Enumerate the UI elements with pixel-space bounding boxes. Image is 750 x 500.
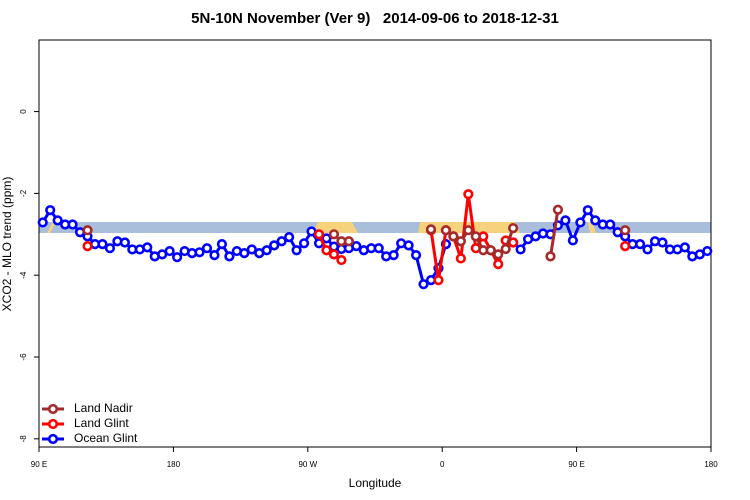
- point: [679, 242, 690, 253]
- x-tick-label: 90 W: [298, 460, 317, 469]
- point: [119, 237, 130, 248]
- series: [82, 204, 631, 262]
- point: [313, 229, 325, 240]
- point: [239, 248, 250, 259]
- point: [104, 243, 116, 254]
- point: [545, 251, 556, 262]
- point: [448, 231, 459, 242]
- point: [552, 220, 564, 231]
- point: [418, 279, 429, 290]
- point: [605, 219, 616, 230]
- point: [440, 225, 452, 236]
- point: [45, 205, 56, 216]
- x-tick-label: 180: [704, 460, 718, 469]
- x-tick-label: 180: [167, 460, 181, 469]
- point: [657, 237, 668, 248]
- point: [194, 247, 205, 258]
- point: [388, 250, 399, 261]
- legend-marker: [47, 418, 59, 430]
- point: [52, 215, 63, 226]
- point: [493, 249, 504, 260]
- point: [343, 236, 354, 247]
- point: [224, 251, 235, 262]
- point: [470, 231, 481, 242]
- x-tick-label: 90 E: [568, 460, 584, 469]
- point: [164, 245, 175, 257]
- y-tick-label: -4: [19, 271, 28, 279]
- y-axis-label: XCO2 - MLO trend (ppm): [0, 177, 14, 312]
- chart-title: 5N-10N November (Ver 9) 2014-09-06 to 20…: [191, 10, 559, 27]
- point: [142, 242, 153, 253]
- point: [172, 252, 183, 263]
- point: [545, 229, 556, 240]
- point: [298, 238, 310, 249]
- point: [508, 237, 519, 248]
- y-tick-label: 0: [19, 109, 28, 114]
- series: [37, 205, 713, 290]
- point: [67, 219, 78, 230]
- point: [201, 243, 213, 254]
- point: [620, 225, 631, 236]
- point: [455, 253, 466, 264]
- legend-marker: [47, 433, 59, 445]
- point: [284, 232, 295, 243]
- point: [336, 254, 347, 266]
- legend-label: Land Glint: [74, 416, 129, 430]
- point: [425, 224, 437, 235]
- point: [321, 245, 332, 256]
- y-tick-label: -6: [19, 353, 28, 361]
- point: [463, 189, 474, 200]
- point: [276, 236, 287, 247]
- point: [313, 238, 325, 249]
- point: [328, 249, 340, 260]
- legend-label: Ocean Glint: [74, 431, 138, 445]
- point: [508, 223, 519, 234]
- point: [291, 245, 302, 256]
- point: [246, 244, 257, 255]
- y-tick-label: -2: [19, 189, 28, 197]
- point: [403, 240, 414, 251]
- point: [37, 217, 48, 228]
- x-axis-label: Longitude: [349, 476, 402, 490]
- point: [493, 259, 504, 270]
- plot-frame: [38, 39, 712, 448]
- point: [702, 245, 713, 257]
- point: [321, 233, 332, 244]
- point: [485, 245, 496, 256]
- point: [463, 225, 474, 236]
- point: [620, 241, 631, 252]
- point: [567, 235, 578, 246]
- point: [82, 225, 93, 236]
- y-tick-label: -8: [19, 435, 28, 443]
- point: [82, 241, 93, 252]
- point: [216, 239, 228, 250]
- legend-marker: [47, 403, 59, 415]
- point: [209, 250, 220, 261]
- point: [552, 204, 564, 215]
- point: [455, 236, 466, 247]
- point: [500, 243, 511, 255]
- point: [410, 250, 422, 261]
- x-tick-label: 90 E: [31, 460, 47, 469]
- point: [590, 215, 601, 226]
- point: [97, 239, 108, 250]
- legend-label: Land Nadir: [74, 401, 133, 415]
- point: [433, 275, 444, 286]
- point: [269, 240, 280, 251]
- point: [575, 217, 586, 228]
- point: [582, 205, 593, 216]
- point: [642, 244, 653, 255]
- point: [373, 243, 384, 254]
- point: [261, 245, 272, 256]
- point: [634, 239, 646, 250]
- point: [328, 229, 340, 240]
- point: [351, 241, 362, 252]
- point: [515, 244, 526, 255]
- point: [560, 215, 571, 226]
- x-tick-label: 0: [440, 460, 445, 469]
